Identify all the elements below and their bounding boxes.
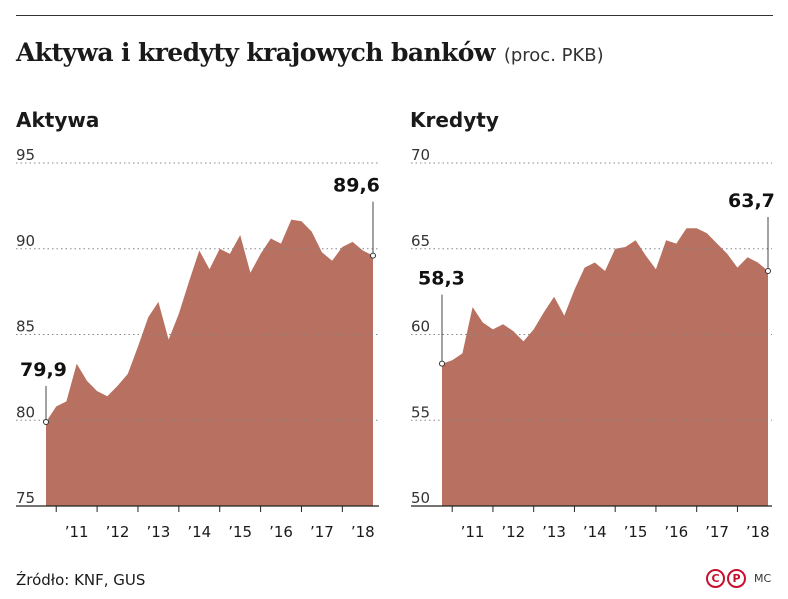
y-tick-label: 60 — [411, 318, 430, 336]
y-tick-label: 75 — [16, 489, 35, 507]
x-tick-label: ’13 — [146, 523, 170, 541]
y-tick-label: 65 — [411, 232, 430, 250]
chart-title-aktywa: Aktywa — [16, 108, 100, 132]
x-tick-label: ’14 — [583, 523, 607, 541]
x-tick-label: ’18 — [746, 523, 770, 541]
chart-aktywa: 75 80 85 90 95 ’11 ’12 ’13 ’14 ’15 ’16 ’17 ’18 79,9 89… — [16, 146, 380, 541]
chart-kredyty: 50 55 60 65 70 ’11 ’12 ’13 ’14 ’15 ’16 ’17 ’18 58,3 63… — [411, 146, 775, 541]
x-tick-label: ’15 — [624, 523, 648, 541]
annotation-point — [765, 268, 771, 275]
y-tick-label: 90 — [16, 232, 35, 250]
x-tick-label: ’16 — [664, 523, 688, 541]
x-tick-label: ’18 — [351, 523, 375, 541]
y-tick-label: 85 — [16, 318, 35, 336]
copyright-p-icon: P — [727, 569, 746, 588]
annotation-point — [439, 360, 445, 367]
annotation-point — [43, 418, 49, 425]
x-tick-label: ’12 — [501, 523, 525, 541]
chart-title-kredyty: Kredyty — [410, 108, 499, 132]
annotation-point — [370, 252, 376, 259]
page-subtitle: (proc. PKB) — [503, 45, 604, 66]
y-tick-label: 80 — [16, 403, 35, 421]
y-tick-label: 50 — [411, 489, 430, 507]
header: Aktywa i kredyty krajowych banków (proc.… — [16, 38, 604, 67]
y-tick-label: 70 — [411, 146, 430, 164]
page-title: Aktywa i kredyty krajowych banków — [16, 38, 495, 67]
x-tick-label: ’17 — [705, 523, 729, 541]
author-credit: MC — [754, 572, 772, 585]
annotation-label: 79,9 — [20, 359, 67, 381]
x-tick-label: ’11 — [461, 523, 485, 541]
copyright-c-icon: C — [706, 569, 725, 588]
annotation-label: 58,3 — [418, 268, 465, 290]
x-tick-label: ’17 — [310, 523, 334, 541]
x-tick-label: ’13 — [542, 523, 566, 541]
top-rule — [16, 15, 773, 16]
x-tick-label: ’16 — [269, 523, 293, 541]
x-tick-label: ’11 — [65, 523, 89, 541]
source-note: Źródło: KNF, GUS — [16, 571, 146, 589]
annotation-label: 89,6 — [333, 175, 380, 197]
annotation-label: 63,7 — [728, 190, 775, 212]
y-tick-label: 55 — [411, 403, 430, 421]
x-tick-label: ’15 — [228, 523, 252, 541]
area-series — [442, 228, 768, 506]
area-series — [46, 219, 373, 506]
y-tick-label: 95 — [16, 146, 35, 164]
x-tick-label: ’14 — [187, 523, 211, 541]
x-tick-label: ’12 — [106, 523, 130, 541]
publisher-logo: C P MC — [706, 569, 771, 588]
